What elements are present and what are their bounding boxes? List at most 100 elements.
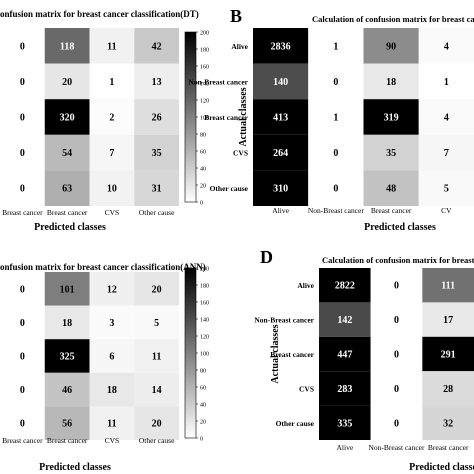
cell-value: 0 xyxy=(20,41,25,52)
cell-value: 28 xyxy=(443,384,453,395)
chart-title: Calculation of confusion matrix for brea… xyxy=(322,255,474,265)
heatmap-cell xyxy=(44,170,90,206)
colorbar-tick-label: 100 xyxy=(200,116,209,122)
cell-value: 4 xyxy=(444,113,449,124)
heatmap-cell xyxy=(319,302,371,337)
chart-title: onfusion matrix for breast cancer classi… xyxy=(0,262,206,272)
heatmap-cell xyxy=(370,302,423,337)
cell-value: 325 xyxy=(60,352,75,363)
cell-value: 10 xyxy=(107,184,117,195)
heatmap-cell xyxy=(422,405,474,440)
cell-value: 0 xyxy=(333,77,338,88)
y-tick-label: Alive xyxy=(231,42,248,51)
heatmap-cell xyxy=(44,134,90,171)
cell-value: 0 xyxy=(20,113,25,124)
heatmap-cell xyxy=(134,305,179,340)
y-tick-label: CVS xyxy=(233,149,248,158)
x-axis-label: Predicted classes xyxy=(39,462,111,473)
x-axis-label: Predicted classes xyxy=(409,462,474,473)
heatmap-cell xyxy=(134,99,179,135)
cell-value: 1 xyxy=(444,77,449,88)
cell-value: 291 xyxy=(441,350,456,361)
colorbar xyxy=(184,31,197,203)
cell-value: 5 xyxy=(154,318,159,329)
panel-2: B Calculation of confusion matrix for bre… xyxy=(188,6,474,233)
heatmap-cell xyxy=(44,372,90,407)
x-tick-label: Alive xyxy=(272,206,289,215)
x-tick-label: Other cause xyxy=(139,436,175,445)
heatmap-cell xyxy=(89,305,135,340)
x-tick-label: Breast cancer xyxy=(47,436,88,445)
heatmap-cell xyxy=(418,28,474,64)
cell-value: 1 xyxy=(333,41,338,52)
cell-value: 0 xyxy=(20,184,25,195)
colorbar-tick-label: 140 xyxy=(200,318,209,324)
x-tick-label: Breast cancer xyxy=(428,443,469,452)
colorbar-tick-label: 120 xyxy=(200,335,209,341)
heatmap-cell xyxy=(370,336,423,372)
heatmap-cell xyxy=(89,63,135,100)
heatmap-cell xyxy=(422,268,474,303)
cell-value: 140 xyxy=(273,77,288,88)
panel-4: D Calculation of confusion matrix for bre… xyxy=(254,247,474,473)
heatmap-cell xyxy=(0,272,45,306)
cell-value: 0 xyxy=(394,315,399,326)
cell-value: 0 xyxy=(20,352,25,363)
y-tick-label: Non-Breast cancer xyxy=(254,316,314,325)
cell-value: 118 xyxy=(60,41,74,52)
cell-value: 4 xyxy=(444,41,449,52)
heatmap-cell xyxy=(319,405,371,440)
heatmap-cell xyxy=(134,170,179,206)
heatmap-cell xyxy=(0,28,45,64)
cell-value: 0 xyxy=(333,184,338,195)
heatmap-cell xyxy=(89,170,135,206)
cell-value: 320 xyxy=(60,113,75,124)
cell-value: 2822 xyxy=(335,281,355,292)
cell-value: 48 xyxy=(386,184,396,195)
heatmap-cell xyxy=(44,305,90,340)
heatmap-cell xyxy=(0,339,45,373)
cell-value: 18 xyxy=(386,77,396,88)
cell-value: 7 xyxy=(444,148,449,159)
colorbar-tick-label: 40 xyxy=(200,403,206,409)
x-tick-label: CVS xyxy=(105,436,120,445)
heatmap-cell xyxy=(308,170,364,206)
heatmap-cell xyxy=(134,28,179,64)
heatmap-cell xyxy=(0,134,45,171)
cell-value: 7 xyxy=(109,148,114,159)
cell-value: 142 xyxy=(337,315,352,326)
cell-value: 14 xyxy=(152,385,162,396)
heatmap-cell xyxy=(363,28,419,64)
cell-value: 111 xyxy=(441,281,455,292)
cell-value: 18 xyxy=(107,385,117,396)
heatmap-cell xyxy=(363,134,419,171)
colorbar-tick-label: 120 xyxy=(200,99,209,105)
colorbar-tick-label: 100 xyxy=(200,352,209,358)
heatmap-cell xyxy=(0,305,45,340)
heatmap-cell xyxy=(253,63,309,100)
heatmap-cell xyxy=(44,63,90,100)
heatmap-cell xyxy=(0,99,45,135)
panel-letter: D xyxy=(260,247,273,267)
cell-value: 18 xyxy=(62,318,72,329)
panel-1: onfusion matrix for breast cancer classi… xyxy=(0,9,209,233)
y-tick-label: Breast cancer xyxy=(204,113,248,122)
cell-value: 90 xyxy=(386,41,396,52)
heatmap-cell xyxy=(308,28,364,64)
heatmap-cell xyxy=(253,170,309,206)
heatmap-cell xyxy=(134,134,179,171)
colorbar xyxy=(184,267,197,439)
panel-3: onfusion matrix for breast cancer classi… xyxy=(0,262,209,473)
cell-value: 5 xyxy=(444,184,449,195)
x-tick-label: Breast cancer xyxy=(47,208,88,217)
cell-value: 56 xyxy=(62,419,72,430)
heatmap-cell xyxy=(418,99,474,135)
cell-value: 283 xyxy=(337,384,352,395)
cell-value: 20 xyxy=(152,284,162,295)
heatmap-cell xyxy=(253,134,309,171)
cell-value: 335 xyxy=(337,418,352,429)
x-tick-label: Alive xyxy=(336,443,353,452)
cell-value: 310 xyxy=(273,184,288,195)
colorbar-tick-label: 160 xyxy=(200,65,209,71)
